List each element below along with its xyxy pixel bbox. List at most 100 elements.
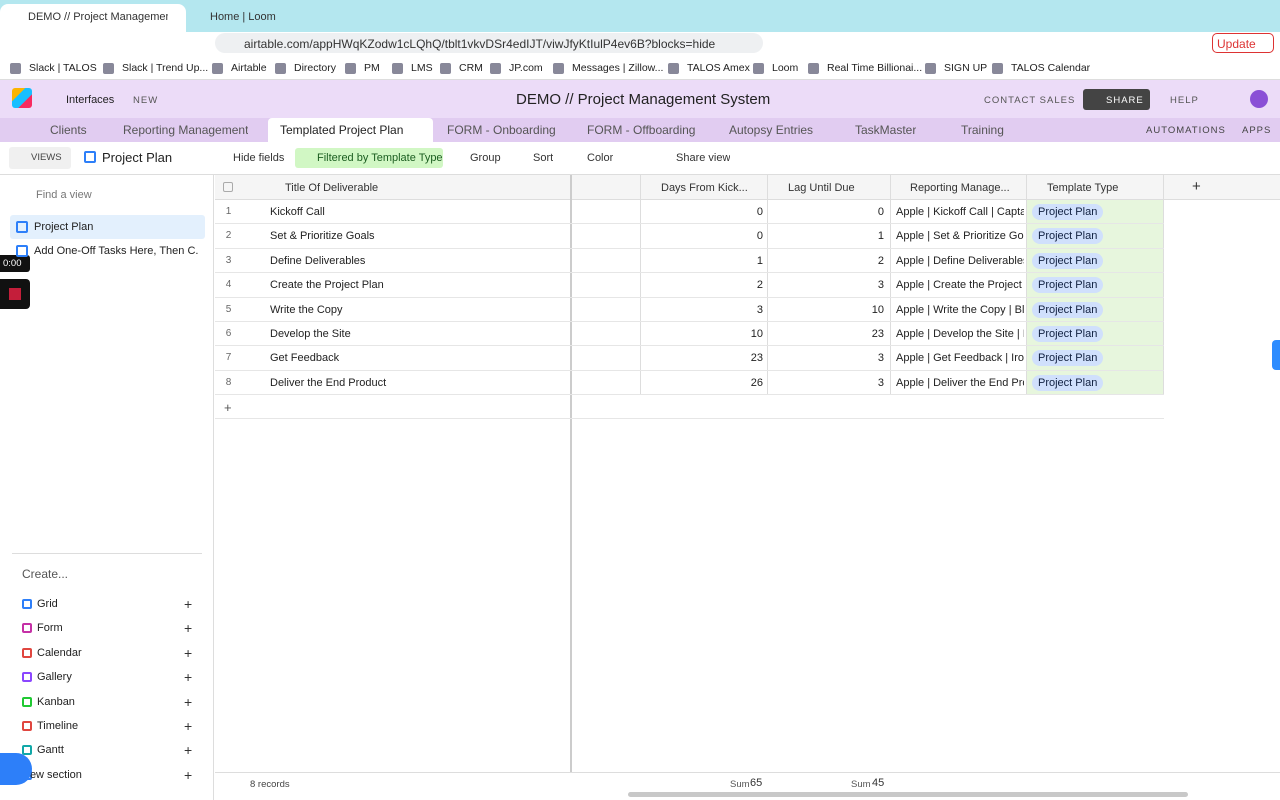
create-plus[interactable]: + bbox=[184, 596, 193, 612]
column-header[interactable]: Reporting Manage... bbox=[910, 182, 1010, 194]
create-plus[interactable]: + bbox=[184, 718, 193, 734]
bookmark[interactable]: Loom bbox=[772, 62, 799, 74]
create-item[interactable]: New section bbox=[22, 768, 82, 781]
table-tab[interactable]: FORM - Offboarding bbox=[587, 123, 696, 137]
column-header[interactable]: Lag Until Due bbox=[788, 182, 855, 194]
views-button[interactable] bbox=[9, 147, 71, 169]
cell-days[interactable]: 0 bbox=[756, 230, 763, 243]
cell-days[interactable]: 2 bbox=[756, 279, 763, 292]
create-plus[interactable]: + bbox=[184, 693, 193, 710]
row[interactable] bbox=[215, 322, 1164, 347]
active-tab[interactable] bbox=[0, 4, 186, 32]
table-tab[interactable]: FORM - Onboarding bbox=[447, 123, 556, 137]
create-plus[interactable]: + bbox=[184, 766, 193, 783]
cell-reporting[interactable]: Apple | Write the Copy | Bla bbox=[896, 303, 1024, 316]
create-item[interactable]: Timeline bbox=[37, 720, 79, 732]
cell-reporting[interactable]: Apple | Get Feedback | Iron bbox=[896, 352, 1024, 365]
row[interactable] bbox=[215, 249, 1164, 274]
create-plus[interactable]: + bbox=[184, 742, 193, 759]
cell-title[interactable]: Develop the Site bbox=[270, 328, 351, 340]
view-item[interactable]: Add One-Off Tasks Here, Then C... bbox=[34, 245, 199, 257]
toolbar-group[interactable]: Group bbox=[470, 152, 501, 164]
bookmark[interactable]: CRM bbox=[459, 62, 483, 74]
toolbar-view-name[interactable]: Project Plan bbox=[102, 150, 173, 165]
interfaces[interactable]: Interfaces bbox=[66, 94, 115, 106]
row[interactable] bbox=[215, 346, 1164, 371]
cell-title[interactable]: Create the Project Plan bbox=[270, 279, 384, 292]
cell-days[interactable]: 26 bbox=[750, 376, 763, 389]
cell-reporting[interactable]: Apple | Set & Prioritize Goal bbox=[896, 230, 1024, 243]
cell-lag[interactable]: 0 bbox=[877, 206, 884, 218]
cell-days[interactable]: 23 bbox=[750, 352, 763, 365]
view-item[interactable]: Project Plan bbox=[34, 221, 94, 233]
filter-button[interactable] bbox=[295, 148, 443, 168]
cell-days[interactable]: 0 bbox=[756, 206, 763, 218]
create-item[interactable]: Calendar bbox=[37, 646, 82, 659]
share-label[interactable]: SHARE bbox=[1106, 95, 1144, 106]
table-tab[interactable]: Autopsy Entries bbox=[729, 123, 814, 137]
automations[interactable]: AUTOMATIONS bbox=[1146, 125, 1226, 136]
table-tab[interactable]: Reporting Management bbox=[123, 123, 249, 137]
selected-view[interactable] bbox=[10, 215, 205, 239]
row[interactable] bbox=[215, 298, 1164, 322]
cell-lag[interactable]: 3 bbox=[877, 279, 884, 292]
apps[interactable]: APPS bbox=[1242, 125, 1272, 136]
row[interactable] bbox=[215, 224, 1164, 249]
cell-title[interactable]: Deliver the End Product bbox=[270, 376, 387, 389]
create[interactable]: Create... bbox=[22, 567, 69, 581]
browser-tab-title[interactable]: DEMO // Project Management S bbox=[28, 11, 168, 23]
bookmark[interactable]: TALOS Calendar bbox=[1011, 62, 1091, 74]
side-handle[interactable] bbox=[1272, 340, 1280, 370]
bookmark[interactable]: Slack | TALOS bbox=[29, 62, 97, 74]
avatar[interactable] bbox=[1250, 90, 1268, 108]
row[interactable] bbox=[215, 371, 1164, 396]
bookmark[interactable]: SIGN UP bbox=[944, 62, 988, 74]
browser-tab-title[interactable]: Home | Loom bbox=[210, 11, 276, 23]
create-item[interactable]: Gantt bbox=[37, 744, 64, 757]
template-pill[interactable]: Project Plan bbox=[1032, 301, 1104, 318]
toolbar-filter[interactable]: Filtered by Template Type bbox=[317, 152, 443, 164]
cell-title[interactable]: Write the Copy bbox=[270, 303, 343, 316]
toolbar-sort[interactable]: Sort bbox=[533, 152, 554, 164]
contact-sales[interactable]: CONTACT SALES bbox=[984, 95, 1076, 106]
template-pill[interactable]: Project Plan bbox=[1032, 228, 1104, 245]
cell-days[interactable]: 10 bbox=[750, 328, 763, 340]
bookmark[interactable]: Slack | Trend Up... bbox=[122, 62, 209, 74]
create-item[interactable]: Grid bbox=[37, 598, 58, 610]
create-plus[interactable]: + bbox=[184, 620, 193, 637]
cell-lag[interactable]: 3 bbox=[877, 376, 884, 389]
bookmark[interactable]: PM bbox=[364, 62, 380, 74]
cell-reporting[interactable]: Apple | Kickoff Call | Captain bbox=[896, 206, 1024, 218]
update-label[interactable]: Update bbox=[1217, 37, 1256, 51]
create-item[interactable]: Kanban bbox=[37, 695, 75, 708]
toolbar-share-view[interactable]: Share view bbox=[676, 152, 731, 164]
cell-title[interactable]: Kickoff Call bbox=[270, 206, 325, 218]
logo[interactable] bbox=[12, 88, 32, 108]
table-tab[interactable]: Clients bbox=[50, 123, 87, 137]
cell-lag[interactable]: 1 bbox=[877, 230, 884, 243]
column-header[interactable]: Template Type bbox=[1047, 182, 1119, 194]
update-button[interactable] bbox=[1212, 33, 1274, 53]
cell-lag[interactable]: 3 bbox=[877, 352, 884, 365]
bookmark[interactable]: LMS bbox=[411, 62, 433, 74]
cell-reporting[interactable]: Apple | Develop the Site | Iro bbox=[896, 328, 1024, 340]
find-view[interactable]: Find a view bbox=[36, 189, 92, 201]
bookmark[interactable]: JP.com bbox=[509, 62, 543, 74]
loom-stop[interactable] bbox=[0, 279, 30, 309]
add-column[interactable]: + bbox=[1192, 178, 1201, 195]
column-header[interactable]: Days From Kick... bbox=[661, 182, 748, 194]
toolbar-views[interactable]: VIEWS bbox=[31, 152, 62, 163]
loom-button[interactable] bbox=[0, 753, 32, 785]
template-pill[interactable]: Project Plan bbox=[1032, 204, 1104, 220]
toolbar-hide[interactable]: Hide fields bbox=[233, 152, 285, 164]
template-pill[interactable]: Project Plan bbox=[1032, 374, 1104, 391]
bookmark[interactable]: TALOS Amex bbox=[687, 62, 750, 74]
table-tab[interactable]: Training bbox=[961, 123, 1004, 137]
row[interactable] bbox=[215, 200, 1164, 225]
template-pill[interactable]: Project Plan bbox=[1032, 350, 1104, 367]
create-plus[interactable]: + bbox=[184, 644, 193, 661]
table-tab[interactable]: TaskMaster bbox=[855, 123, 917, 137]
add-row[interactable]: + bbox=[215, 395, 1164, 420]
share-button[interactable] bbox=[1083, 89, 1150, 110]
create-plus[interactable]: + bbox=[184, 669, 193, 686]
